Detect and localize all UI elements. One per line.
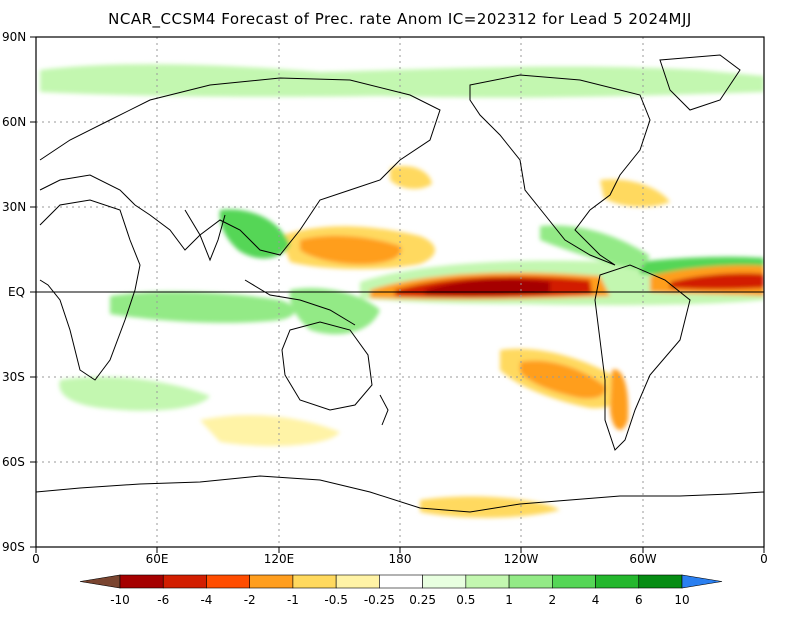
south-america-coast	[594, 264, 691, 451]
antarctica-coast	[36, 475, 764, 513]
colorbar-label: 10	[674, 593, 690, 607]
lat-label-90s: 90S	[2, 540, 25, 554]
colorbar-swatch	[465, 574, 510, 589]
se-pacific-dry-orange	[520, 360, 606, 399]
colorbar-swatch	[638, 574, 683, 589]
colorbar-swatch	[508, 574, 553, 589]
colorbar-swatch	[379, 574, 423, 589]
se-asia-wet	[219, 209, 290, 259]
colorbar-min-triangle	[79, 574, 121, 589]
nw-pacific-dry-orange	[300, 235, 402, 265]
colorbar-label: 6	[634, 593, 643, 607]
north-america-coast	[469, 74, 651, 266]
graticule	[36, 37, 764, 547]
africa-coast	[39, 199, 141, 381]
lat-label-60n: 60N	[2, 115, 27, 129]
lon-label-0-left: 0	[32, 552, 40, 566]
colorbar-label: -6	[157, 593, 170, 607]
colorbar	[79, 574, 723, 589]
indian-ocean-wet	[110, 291, 295, 323]
colorbar-swatch	[422, 574, 467, 589]
lon-label-120e: 120E	[263, 552, 295, 566]
colorbar-swatch	[162, 574, 207, 589]
lat-label-90n: 90N	[2, 30, 27, 44]
lon-label-120w: 120W	[503, 552, 539, 566]
lon-label-0-right: 0	[760, 552, 768, 566]
colorbar-label: 0.25	[409, 593, 436, 607]
n-pacific-dry	[390, 165, 432, 189]
lat-label-30n: 30N	[2, 200, 27, 214]
lat-label-eq: EQ	[8, 285, 26, 299]
colorbar-label: -2	[243, 593, 256, 607]
lon-label-180: 180	[388, 552, 412, 566]
lat-label-30s: 30S	[2, 370, 25, 384]
colorbar-label: -4	[200, 593, 213, 607]
atlantic-wet-red	[670, 273, 764, 290]
colorbar-label: 2	[548, 593, 557, 607]
axis-ticks	[30, 36, 765, 553]
south-america-dry	[610, 369, 629, 431]
south-indian-wet	[59, 376, 210, 411]
colorbar-label: -10	[110, 593, 130, 607]
colorbar-swatch	[292, 574, 337, 589]
maritime-wet	[289, 288, 380, 335]
new-zealand-coast	[379, 394, 389, 426]
anomaly-shading	[40, 64, 764, 518]
australia-coast	[281, 321, 373, 411]
colorbar-swatch	[249, 574, 294, 589]
colorbar-swatch	[335, 574, 380, 589]
caribbean-green	[540, 225, 650, 270]
lon-label-60e: 60E	[145, 552, 169, 566]
arctic-wet	[40, 64, 764, 98]
antarctic-edge-dry	[420, 496, 560, 518]
colorbar-label: -0.5	[324, 593, 348, 607]
eurasia-coast	[39, 77, 441, 256]
colorbar-swatch	[595, 574, 640, 589]
greenland-coast	[659, 54, 741, 111]
colorbar-label: -1	[286, 593, 299, 607]
colorbar-label: 1	[505, 593, 513, 607]
southern-ocean-dry	[200, 415, 340, 447]
colorbar-label: 4	[591, 593, 600, 607]
maritime-coast	[244, 279, 356, 326]
lat-label-60s: 60S	[2, 455, 25, 469]
map-title: NCAR_CCSM4 Forecast of Prec. rate Anom I…	[108, 10, 692, 28]
colorbar-swatch	[119, 574, 164, 589]
colorbar-swatch	[552, 574, 596, 589]
colorbar-max-triangle	[681, 574, 723, 589]
colorbar-label: 0.5	[456, 593, 476, 607]
lon-label-60w: 60W	[629, 552, 657, 566]
colorbar-swatch	[206, 574, 250, 589]
north-atlantic-dry	[600, 179, 670, 207]
eq-pacific-wet-darkred	[425, 279, 550, 296]
coastlines	[36, 54, 764, 513]
india-coast	[184, 209, 226, 262]
colorbar-label: -0.25	[363, 593, 395, 607]
